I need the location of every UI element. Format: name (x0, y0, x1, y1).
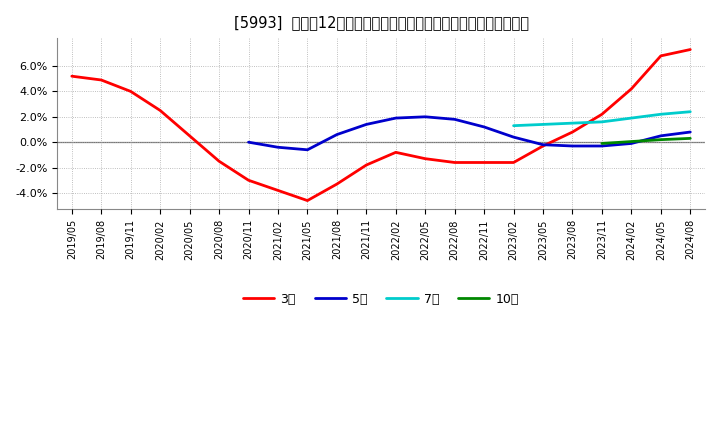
10年 (657, 137, 665, 142)
10年 (627, 139, 636, 144)
3年 (127, 89, 135, 94)
10年 (598, 141, 606, 146)
3年 (215, 158, 223, 164)
3年 (68, 73, 76, 79)
5年 (480, 125, 488, 130)
3年 (627, 86, 636, 92)
5年 (598, 143, 606, 149)
3年 (568, 129, 577, 135)
7年 (627, 115, 636, 121)
3年 (303, 198, 312, 203)
3年 (657, 53, 665, 59)
7年 (686, 109, 695, 114)
7年 (657, 112, 665, 117)
5年 (362, 122, 371, 127)
3年 (686, 47, 695, 52)
3年 (450, 160, 459, 165)
5年 (568, 143, 577, 149)
7年 (509, 123, 518, 128)
7年 (568, 121, 577, 126)
5年 (627, 141, 636, 146)
3年 (421, 156, 430, 161)
5年 (333, 132, 341, 137)
3年 (97, 77, 106, 83)
3年 (244, 178, 253, 183)
5年 (303, 147, 312, 152)
10年 (686, 136, 695, 141)
7年 (539, 122, 547, 127)
7年 (598, 119, 606, 125)
3年 (539, 143, 547, 149)
3年 (156, 108, 164, 113)
5年 (509, 135, 518, 140)
Legend: 3年, 5年, 7年, 10年: 3年, 5年, 7年, 10年 (238, 288, 524, 311)
3年 (185, 133, 194, 139)
5年 (686, 129, 695, 135)
3年 (274, 188, 282, 193)
5年 (450, 117, 459, 122)
Line: 5年: 5年 (248, 117, 690, 150)
Line: 10年: 10年 (602, 138, 690, 143)
5年 (274, 145, 282, 150)
3年 (480, 160, 488, 165)
Line: 7年: 7年 (513, 112, 690, 126)
5年 (657, 133, 665, 139)
5年 (421, 114, 430, 119)
Line: 3年: 3年 (72, 50, 690, 201)
3年 (598, 112, 606, 117)
Title: [5993]  売上高12か月移動合計の対前年同期増減率の平均値の推移: [5993] 売上高12か月移動合計の対前年同期増減率の平均値の推移 (233, 15, 528, 30)
5年 (539, 142, 547, 147)
3年 (362, 162, 371, 168)
3年 (509, 160, 518, 165)
5年 (392, 115, 400, 121)
5年 (244, 139, 253, 145)
3年 (392, 150, 400, 155)
3年 (333, 181, 341, 187)
